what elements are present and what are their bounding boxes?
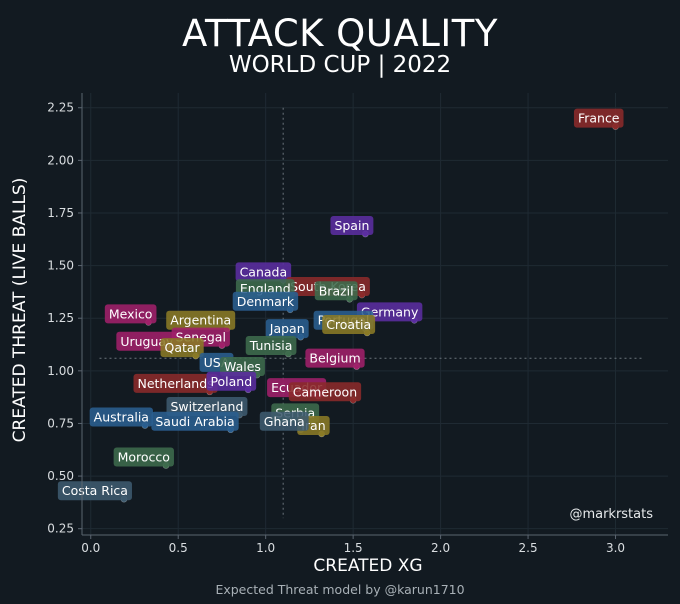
label-box xyxy=(232,291,299,311)
y-tick-label: 1.00 xyxy=(47,364,74,378)
label-box xyxy=(305,348,365,368)
y-tick-label: 0.25 xyxy=(47,522,74,536)
label-box xyxy=(160,338,204,358)
data-label-netherlands: Netherlands xyxy=(133,373,218,393)
data-label-qatar: Qatar xyxy=(160,338,204,358)
data-label-canada: Canada xyxy=(235,262,292,282)
label-text: Mexico xyxy=(109,306,153,321)
label-box xyxy=(166,310,236,330)
label-text: Denmark xyxy=(237,294,295,309)
data-label-tunisia: Tunisia xyxy=(245,335,297,355)
axes: 0.0 0.5 1.0 1.5 2.0 2.5 3.0 0.25 0.50 0.75 1.00 1.2… xyxy=(47,93,668,555)
label-text: Poland xyxy=(210,374,252,389)
label-box xyxy=(314,281,358,301)
data-label-saudi-arabia: Saudi Arabia xyxy=(151,411,239,431)
x-tick-label: 0.0 xyxy=(81,541,100,555)
label-box xyxy=(89,407,153,427)
label-text: Ghana xyxy=(264,414,305,429)
label-text: Saudi Arabia xyxy=(155,414,234,429)
label-box xyxy=(57,481,132,501)
label-box xyxy=(166,397,248,417)
label-text: Canada xyxy=(240,264,288,279)
data-label-poland: Poland xyxy=(206,371,257,391)
watermark: @markrstats xyxy=(569,507,653,522)
label-text: Japan xyxy=(269,321,305,336)
label-text: Argentina xyxy=(170,313,231,328)
label-text: Tunisia xyxy=(249,338,293,353)
label-box xyxy=(245,335,297,355)
y-tick-label: 1.50 xyxy=(47,259,74,273)
y-axis-label: CREATED THREAT (LIVE BALLS) xyxy=(10,178,30,443)
data-label-japan: Japan xyxy=(265,319,309,339)
label-box xyxy=(322,314,376,334)
label-box xyxy=(235,262,292,282)
x-tick-label: 2.0 xyxy=(431,541,450,555)
label-box xyxy=(288,382,362,402)
label-text: Croatia xyxy=(326,317,371,332)
label-box xyxy=(151,411,239,431)
label-box xyxy=(330,216,374,236)
x-tick-label: 0.5 xyxy=(169,541,188,555)
data-label-argentina: Argentina xyxy=(166,310,236,330)
data-label-australia: Australia xyxy=(89,407,153,427)
label-box xyxy=(259,411,309,431)
y-tick-label: 1.75 xyxy=(47,206,74,220)
label-text: Costa Rica xyxy=(62,483,128,498)
data-label-switzerland: Switzerland xyxy=(166,397,248,417)
data-label-belgium: Belgium xyxy=(305,348,365,368)
data-label-brazil: Brazil xyxy=(314,281,358,301)
label-box xyxy=(113,447,174,467)
label-text: Belgium xyxy=(309,351,360,366)
y-tick-label: 0.50 xyxy=(47,469,74,483)
x-axis-label: CREATED XG xyxy=(313,556,422,576)
label-text: Spain xyxy=(334,218,369,233)
data-label-mexico: Mexico xyxy=(104,304,157,324)
label-text: Morocco xyxy=(118,450,170,465)
data-label-france: France xyxy=(573,108,624,128)
y-tick-label: 2.00 xyxy=(47,153,74,167)
label-box xyxy=(104,304,157,324)
label-box xyxy=(220,357,265,377)
data-label-costa-rica: Costa Rica xyxy=(57,481,132,501)
data-label-denmark: Denmark xyxy=(232,291,299,311)
label-text: Cameroon xyxy=(293,384,357,399)
label-text: Qatar xyxy=(164,340,200,355)
label-text: Wales xyxy=(224,359,261,374)
y-tick-label: 2.25 xyxy=(47,101,74,115)
x-tick-label: 2.5 xyxy=(519,541,538,555)
x-tick-label: 3.0 xyxy=(606,541,625,555)
x-tick-label: 1.0 xyxy=(256,541,275,555)
label-box xyxy=(265,319,309,339)
data-label-spain: Spain xyxy=(330,216,374,236)
label-box xyxy=(133,373,218,393)
y-tick-label: 1.25 xyxy=(47,311,74,325)
label-text: Germany xyxy=(361,304,419,319)
data-label-morocco: Morocco xyxy=(113,447,174,467)
x-tick-label: 1.5 xyxy=(344,541,363,555)
reference-lines xyxy=(99,107,642,519)
data-label-wales: Wales xyxy=(220,357,265,377)
credit-text: Expected Threat model by @karun1710 xyxy=(215,582,465,597)
label-text: Netherlands xyxy=(137,376,213,391)
label-box xyxy=(573,108,624,128)
data-label-cameroon: Cameroon xyxy=(288,382,362,402)
label-text: Australia xyxy=(94,410,149,425)
label-text: Switzerland xyxy=(171,399,244,414)
chart-subtitle: WORLD CUP | 2022 xyxy=(228,52,452,78)
label-box xyxy=(206,371,257,391)
data-label-ghana: Ghana xyxy=(259,411,309,431)
data-label-croatia: Croatia xyxy=(322,314,376,334)
label-text: Brazil xyxy=(319,283,354,298)
y-tick-label: 0.75 xyxy=(47,416,74,430)
label-text: France xyxy=(578,111,620,126)
chart-title: ATTACK QUALITY xyxy=(182,12,498,55)
